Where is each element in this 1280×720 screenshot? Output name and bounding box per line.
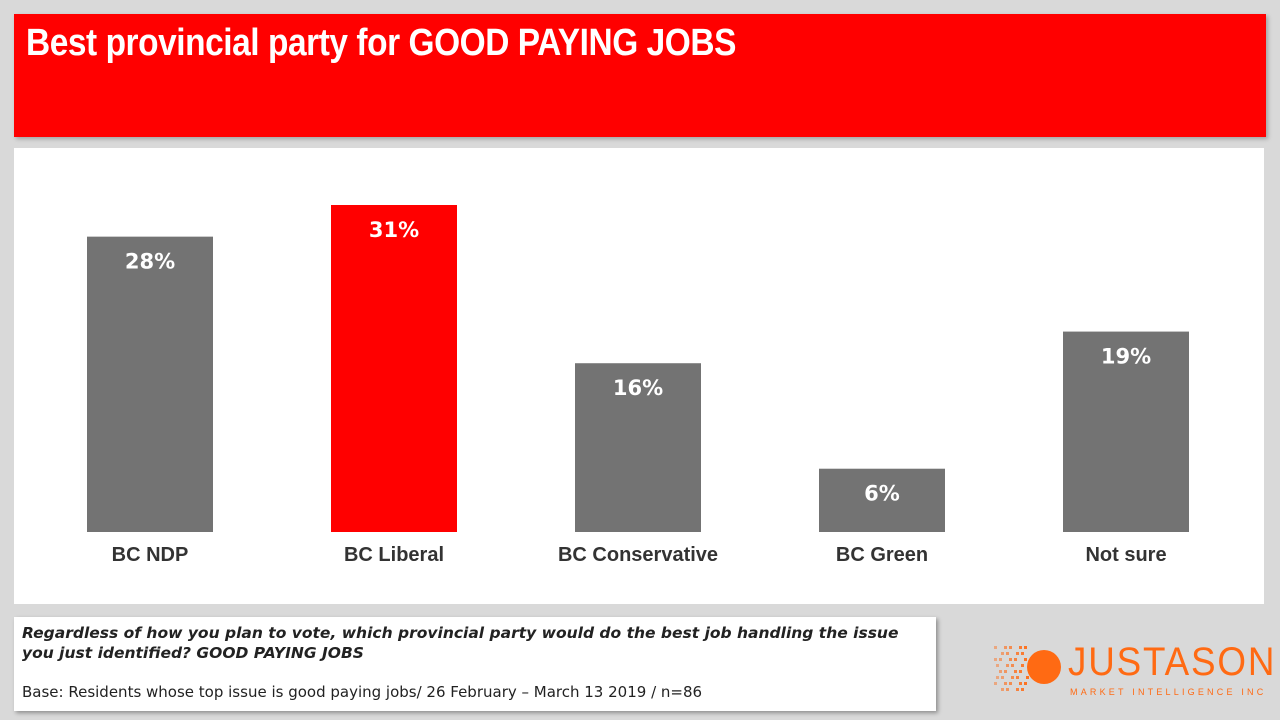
logo-dot	[1006, 652, 1009, 655]
category-label: BC NDP	[112, 544, 189, 566]
bar-chart: 28% BC NDP 31% BC Liberal 16% BC Conservative…	[87, 205, 1189, 566]
logo-dot	[1021, 652, 1024, 655]
bar-not-sure	[1063, 331, 1189, 532]
data-label: 16%	[613, 376, 663, 400]
logo-tagline: MARKET INTELLIGENCE INC	[1070, 687, 1267, 697]
logo-dot	[1024, 682, 1027, 685]
category-label: BC Conservative	[558, 544, 718, 566]
logo-dot	[1006, 688, 1009, 691]
logo-dot	[1019, 670, 1022, 673]
logo-dot	[1024, 658, 1027, 661]
logo-dot	[1016, 688, 1019, 691]
data-label: 6%	[864, 482, 900, 506]
logo-dot	[1021, 688, 1024, 691]
logo-dot	[1001, 676, 1004, 679]
logo-dot	[999, 658, 1002, 661]
logo-name: JUSTASON	[1068, 640, 1277, 684]
logo-dot	[1009, 646, 1012, 649]
data-label: 28%	[125, 250, 175, 274]
logo-dot	[994, 658, 997, 661]
logo-dots-icon	[994, 646, 1061, 691]
bar-bc-green	[819, 468, 945, 532]
logo-dot	[1001, 652, 1004, 655]
logo-dot	[1011, 676, 1014, 679]
category-label: BC Liberal	[344, 544, 444, 566]
logo-dot	[1009, 682, 1012, 685]
data-label: 31%	[369, 218, 419, 242]
logo-dot	[999, 670, 1002, 673]
logo-dot	[1001, 688, 1004, 691]
logo-dot	[1006, 664, 1009, 667]
bar-bc-liberal	[331, 205, 457, 532]
logo-dot	[996, 664, 999, 667]
category-label: Not sure	[1085, 544, 1166, 566]
page-title: Best provincial party for GOOD PAYING JO…	[26, 22, 736, 64]
logo-dot	[1019, 682, 1022, 685]
logo-dot	[1016, 676, 1019, 679]
survey-base: Base: Residents whose top issue is good …	[22, 683, 703, 701]
chart-panel: 28% BC NDP 31% BC Liberal 16% BC Conservative…	[14, 148, 1264, 604]
logo-dot	[1009, 658, 1012, 661]
logo-dot	[994, 682, 997, 685]
logo-dot	[1016, 652, 1019, 655]
logo-dot	[1004, 670, 1007, 673]
logo-dot	[1004, 682, 1007, 685]
data-label: 19%	[1101, 345, 1151, 369]
logo-dot	[1024, 646, 1027, 649]
logo-dot	[1026, 676, 1029, 679]
category-label: BC Green	[836, 544, 928, 566]
logo-dot	[1014, 658, 1017, 661]
logo-dot	[1014, 670, 1017, 673]
company-logo: JUSTASON MARKET INTELLIGENCE INC	[990, 640, 1274, 704]
bar-bc-ndp	[87, 236, 213, 532]
logo-dot	[1019, 646, 1022, 649]
logo-dot	[996, 676, 999, 679]
logo-dot	[1004, 646, 1007, 649]
title-bar: Best provincial party for GOOD PAYING JO…	[14, 14, 1266, 137]
logo-dot	[1011, 664, 1014, 667]
bar-bc-conservative	[575, 363, 701, 532]
logo-dot	[1021, 664, 1024, 667]
question-box: Regardless of how you plan to vote, whic…	[14, 617, 936, 711]
survey-question: Regardless of how you plan to vote, whic…	[22, 624, 899, 662]
logo-circle	[1027, 650, 1061, 684]
logo-dot	[994, 646, 997, 649]
